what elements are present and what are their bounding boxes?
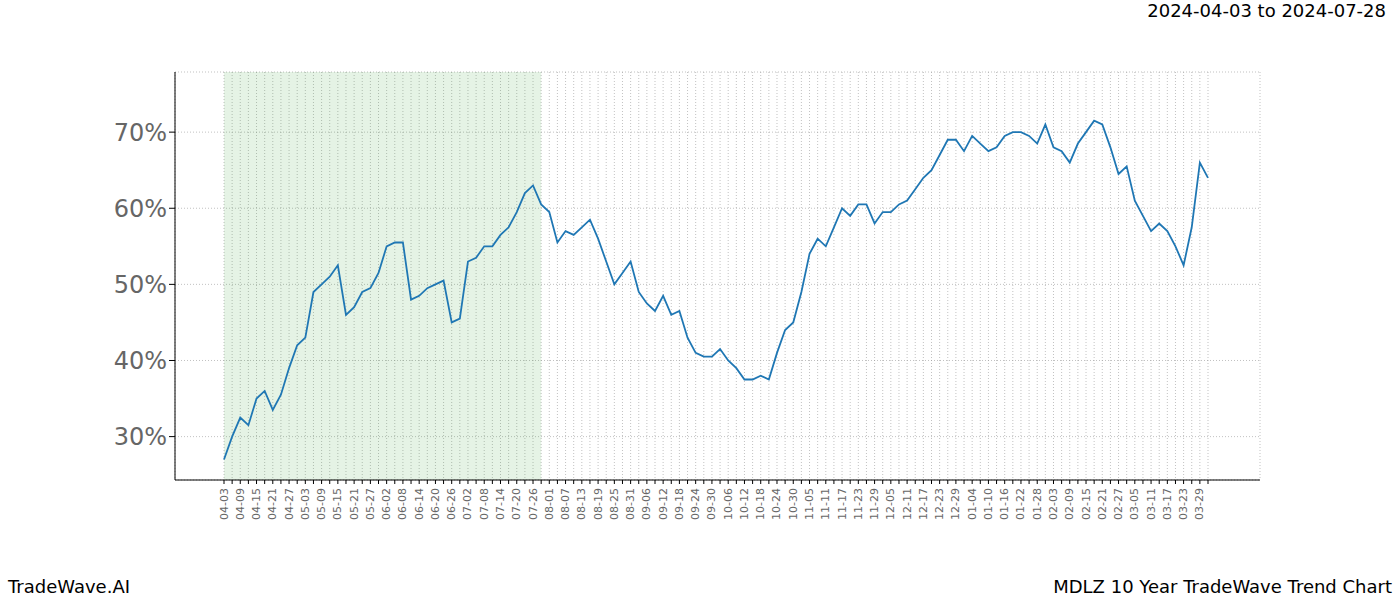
svg-text:07-14: 07-14 — [494, 488, 507, 520]
svg-text:07-20: 07-20 — [510, 488, 523, 520]
svg-text:01-28: 01-28 — [1031, 488, 1044, 520]
svg-text:09-18: 09-18 — [673, 488, 686, 520]
svg-text:10-30: 10-30 — [787, 488, 800, 520]
svg-text:04-15: 04-15 — [250, 488, 263, 520]
svg-text:03-05: 03-05 — [1128, 488, 1141, 520]
svg-text:60%: 60% — [114, 195, 167, 223]
svg-text:08-31: 08-31 — [624, 488, 637, 520]
svg-text:01-04: 01-04 — [966, 488, 979, 520]
svg-text:07-08: 07-08 — [478, 488, 491, 520]
svg-text:10-06: 10-06 — [722, 488, 735, 520]
svg-text:07-02: 07-02 — [461, 488, 474, 520]
svg-text:08-19: 08-19 — [592, 488, 605, 520]
svg-text:01-22: 01-22 — [1014, 488, 1027, 520]
svg-text:08-01: 08-01 — [543, 488, 556, 520]
svg-text:05-27: 05-27 — [364, 488, 377, 520]
svg-text:08-25: 08-25 — [608, 488, 621, 520]
svg-text:11-29: 11-29 — [868, 488, 881, 520]
svg-text:12-11: 12-11 — [901, 488, 914, 520]
svg-text:05-03: 05-03 — [299, 488, 312, 520]
svg-text:06-14: 06-14 — [413, 488, 426, 520]
svg-text:01-16: 01-16 — [998, 488, 1011, 520]
svg-text:12-17: 12-17 — [917, 488, 930, 520]
svg-text:02-15: 02-15 — [1080, 488, 1093, 520]
svg-text:12-23: 12-23 — [933, 488, 946, 520]
svg-text:02-21: 02-21 — [1096, 488, 1109, 520]
svg-text:09-30: 09-30 — [705, 488, 718, 520]
svg-text:06-08: 06-08 — [396, 488, 409, 520]
svg-text:40%: 40% — [114, 347, 167, 375]
svg-text:06-02: 06-02 — [380, 488, 393, 520]
svg-text:09-06: 09-06 — [640, 488, 653, 520]
svg-text:09-24: 09-24 — [689, 488, 702, 520]
svg-text:04-27: 04-27 — [283, 488, 296, 520]
svg-text:02-03: 02-03 — [1047, 488, 1060, 520]
svg-text:11-17: 11-17 — [836, 488, 849, 520]
html-text:2024-04-03 to 2024-07-28: 2024-04-03 to 2024-07-28 — [1147, 0, 1386, 21]
svg-text:05-09: 05-09 — [315, 488, 328, 520]
svg-text:08-13: 08-13 — [575, 488, 588, 520]
svg-text:03-17: 03-17 — [1161, 488, 1174, 520]
svg-text:07-26: 07-26 — [527, 488, 540, 520]
svg-text:08-07: 08-07 — [559, 488, 572, 520]
svg-text:03-23: 03-23 — [1177, 488, 1190, 520]
svg-text:03-29: 03-29 — [1193, 488, 1206, 520]
svg-text:11-23: 11-23 — [852, 488, 865, 520]
svg-text:04-03: 04-03 — [218, 488, 231, 520]
svg-text:02-27: 02-27 — [1112, 488, 1125, 520]
html-text:MDLZ 10 Year TradeWave Trend C: MDLZ 10 Year TradeWave Trend Chart — [1053, 576, 1392, 597]
svg-text:50%: 50% — [114, 271, 167, 299]
svg-text:10-24: 10-24 — [770, 488, 783, 520]
svg-text:10-18: 10-18 — [754, 488, 767, 520]
svg-text:06-26: 06-26 — [445, 488, 458, 520]
svg-text:04-21: 04-21 — [266, 488, 279, 520]
svg-text:12-05: 12-05 — [884, 488, 897, 520]
svg-text:30%: 30% — [114, 423, 167, 451]
svg-text:11-11: 11-11 — [819, 488, 832, 520]
svg-text:70%: 70% — [114, 119, 167, 147]
svg-text:10-12: 10-12 — [738, 488, 751, 520]
svg-text:02-09: 02-09 — [1063, 488, 1076, 520]
svg-text:03-11: 03-11 — [1145, 488, 1158, 520]
svg-text:09-12: 09-12 — [657, 488, 670, 520]
svg-text:04-09: 04-09 — [234, 488, 247, 520]
svg-text:11-05: 11-05 — [803, 488, 816, 520]
svg-text:12-29: 12-29 — [949, 488, 962, 520]
svg-text:01-10: 01-10 — [982, 488, 995, 520]
svg-text:05-15: 05-15 — [331, 488, 344, 520]
html-text:TradeWave.AI: TradeWave.AI — [8, 576, 130, 597]
svg-text:05-21: 05-21 — [348, 488, 361, 520]
svg-text:06-20: 06-20 — [429, 488, 442, 520]
